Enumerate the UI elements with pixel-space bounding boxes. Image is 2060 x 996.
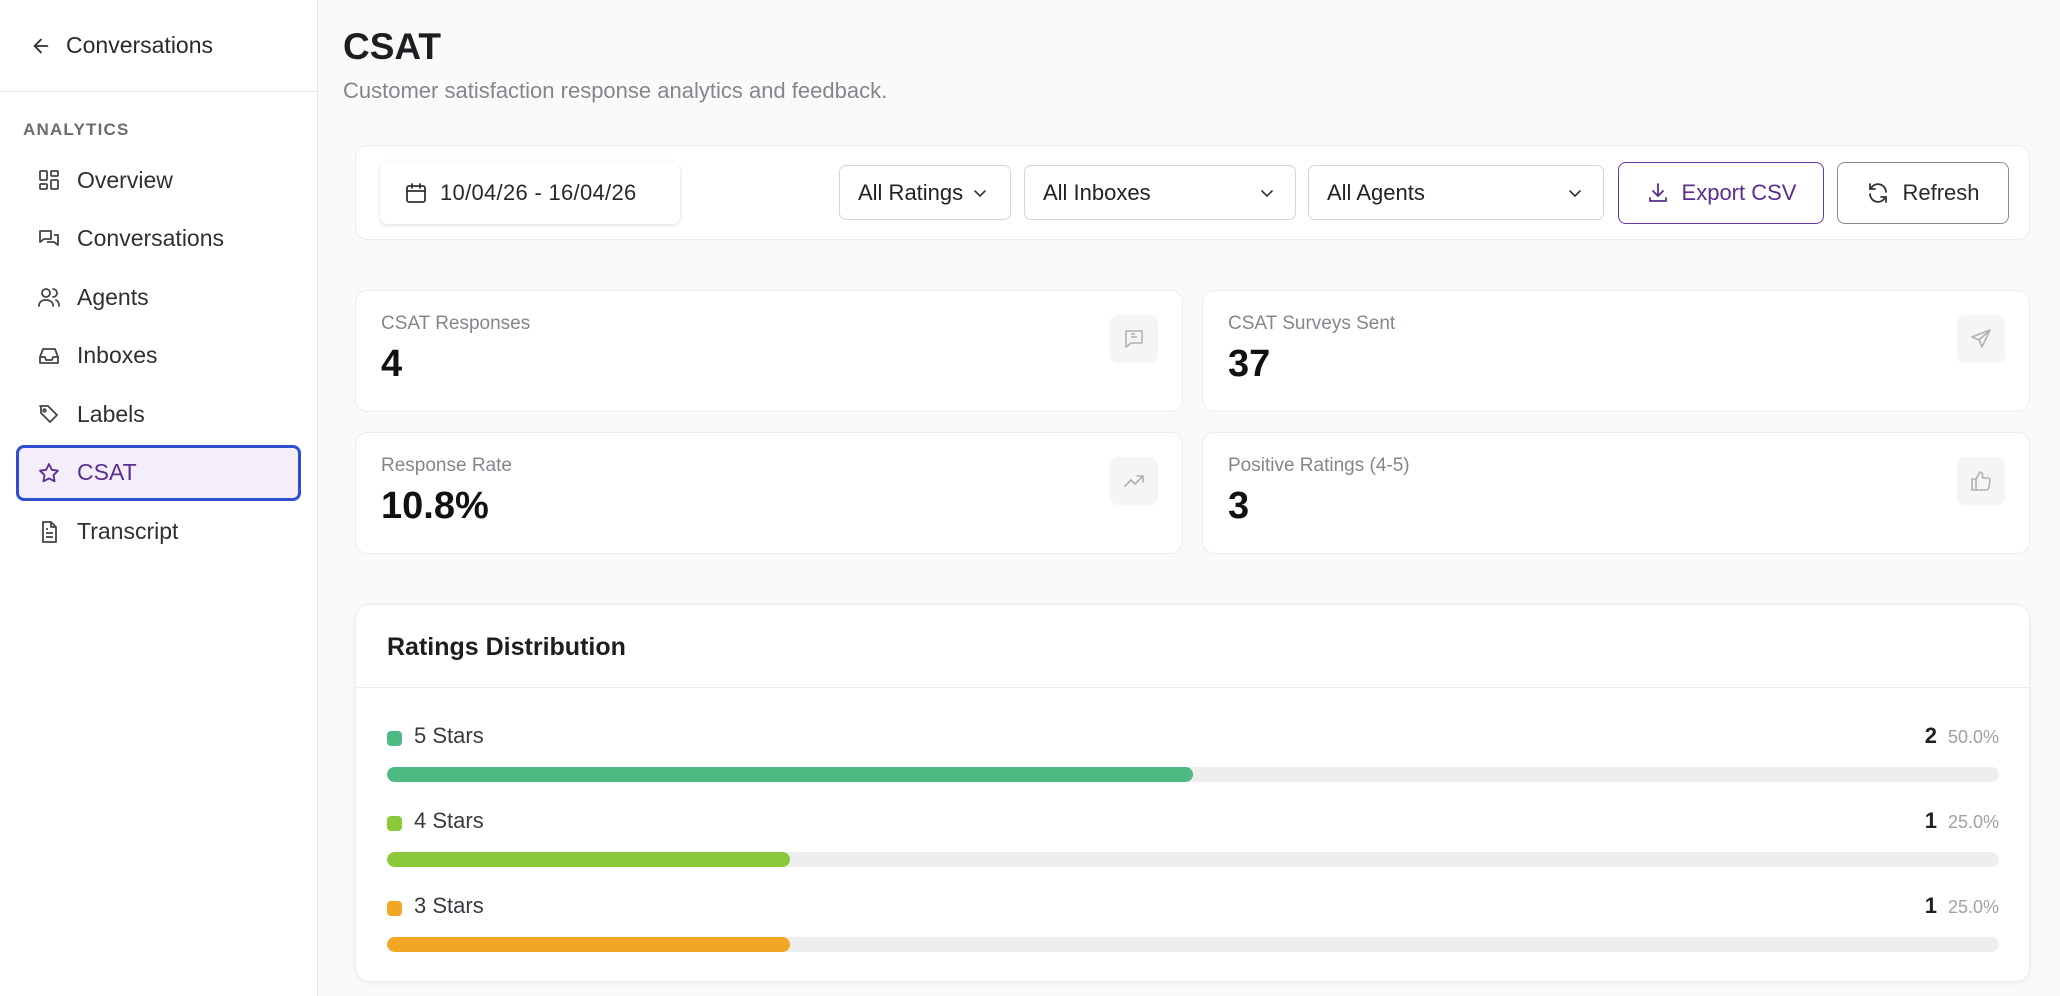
stat-card-csat-responses: CSAT Responses 4 <box>355 290 1183 412</box>
stat-icon-box <box>1957 457 2005 505</box>
agents-select-value: All Agents <box>1327 179 1425 205</box>
stat-value: 3 <box>1228 485 1250 527</box>
sidebar-item-label: CSAT <box>77 459 137 486</box>
sidebar: Conversations ANALYTICS Overview Convers… <box>0 0 318 996</box>
sidebar-item-transcript[interactable]: Transcript <box>16 504 301 560</box>
star-icon <box>39 463 59 483</box>
file-text-icon <box>42 520 57 543</box>
sidebar-item-label: Transcript <box>77 518 179 545</box>
sidebar-item-overview[interactable]: Overview <box>16 152 301 208</box>
rating-count: 1 <box>1924 808 1937 833</box>
sidebar-item-label: Conversations <box>77 225 225 252</box>
thumbs-up-icon <box>1971 471 1991 491</box>
rating-bar-fill <box>387 937 790 952</box>
ratings-distribution-title: Ratings Distribution <box>387 633 626 661</box>
stat-value: 10.8% <box>381 485 489 527</box>
sidebar-nav: Overview Conversations Agents Inboxes La… <box>0 152 317 560</box>
stat-value: 37 <box>1228 343 1271 385</box>
calendar-icon <box>406 183 426 203</box>
stat-card-response-rate: Response Rate 10.8% <box>355 432 1183 554</box>
tag-icon <box>39 405 58 424</box>
stat-label: CSAT Responses <box>381 313 531 334</box>
rating-dot <box>387 901 402 916</box>
inbox-icon <box>39 347 59 364</box>
section-title: ANALYTICS <box>23 120 130 139</box>
export-csv-button[interactable]: Export CSV <box>1618 162 1824 224</box>
rating-row: 5 Stars 2 50.0% <box>387 719 1999 789</box>
rating-label: 4 Stars <box>414 808 484 833</box>
divider <box>356 687 2029 688</box>
sidebar-item-label: Overview <box>77 166 173 193</box>
back-label: Conversations <box>66 32 214 58</box>
refresh-icon <box>1869 183 1888 203</box>
inboxes-select[interactable]: All Inboxes <box>1024 165 1296 220</box>
chat-icon <box>39 229 59 246</box>
sidebar-item-label: Labels <box>77 400 145 427</box>
inboxes-select-value: All Inboxes <box>1043 179 1151 205</box>
stat-icon-box <box>1110 315 1158 363</box>
ratings-distribution-card: Ratings Distribution 5 Stars 2 50.0% 4 S… <box>355 604 2030 982</box>
sidebar-item-labels[interactable]: Labels <box>16 386 301 442</box>
chevron-down-icon <box>974 190 986 198</box>
stat-icon-box <box>1957 315 2005 363</box>
stat-value: 4 <box>381 343 403 385</box>
filter-bar: 10/04/26 - 16/04/26 All Ratings All Inbo… <box>355 145 2030 240</box>
page-subtitle: Customer satisfaction response analytics… <box>343 78 888 103</box>
ratings-select[interactable]: All Ratings <box>839 165 1011 220</box>
date-range-value: 10/04/26 - 16/04/26 <box>440 180 637 205</box>
sidebar-item-agents[interactable]: Agents <box>16 269 301 325</box>
sidebar-item-inboxes[interactable]: Inboxes <box>16 328 301 384</box>
back-to-conversations[interactable]: Conversations <box>0 0 317 92</box>
stat-card-csat-surveys-sent: CSAT Surveys Sent 37 <box>1202 290 2030 412</box>
rating-percent: 50.0% <box>1947 727 1999 747</box>
sidebar-item-label: Agents <box>77 283 149 310</box>
page-title: CSAT <box>343 26 441 67</box>
stat-label: Positive Ratings (4-5) <box>1228 455 1410 476</box>
rating-percent: 25.0% <box>1947 812 1999 832</box>
stat-icon-box <box>1110 457 1158 505</box>
rating-label: 3 Stars <box>414 893 484 918</box>
export-csv-label: Export CSV <box>1681 180 1797 205</box>
refresh-button[interactable]: Refresh <box>1837 162 2009 224</box>
ratings-select-value: All Ratings <box>858 179 964 205</box>
stat-label: CSAT Surveys Sent <box>1228 313 1396 334</box>
rating-percent: 25.0% <box>1947 897 1999 917</box>
users-icon <box>38 288 60 308</box>
rating-bar-fill <box>387 852 790 867</box>
stat-card-positive-ratings: Positive Ratings (4-5) 3 <box>1202 432 2030 554</box>
download-icon <box>1648 183 1667 202</box>
date-range-picker[interactable]: 10/04/26 - 16/04/26 <box>380 162 680 224</box>
refresh-label: Refresh <box>1902 180 1980 205</box>
stat-label: Response Rate <box>381 455 512 476</box>
agents-select[interactable]: All Agents <box>1308 165 1604 220</box>
rating-bar-track <box>387 937 1999 952</box>
rating-bar-track <box>387 852 1999 867</box>
arrow-left-icon <box>33 38 49 53</box>
rating-bar-track <box>387 767 1999 782</box>
rating-label: 5 Stars <box>414 723 484 748</box>
main-content: CSAT Customer satisfaction response anal… <box>319 0 2060 996</box>
rating-count: 1 <box>1924 893 1937 918</box>
rating-dot <box>387 816 402 831</box>
chevron-down-icon <box>1261 190 1273 198</box>
rating-row: 4 Stars 1 25.0% <box>387 804 1999 874</box>
chevron-down-icon <box>1569 190 1581 198</box>
grid-icon <box>39 170 59 190</box>
rating-count: 2 <box>1924 723 1937 748</box>
rating-row: 3 Stars 1 25.0% <box>387 889 1999 959</box>
send-icon <box>1971 329 1991 348</box>
sidebar-item-csat[interactable]: CSAT <box>16 444 301 501</box>
rating-dot <box>387 731 402 746</box>
rating-bar-fill <box>387 767 1193 782</box>
sidebar-item-label: Inboxes <box>77 342 158 369</box>
message-icon <box>1125 330 1143 348</box>
sidebar-item-conversations[interactable]: Conversations <box>16 211 301 267</box>
trending-up-icon <box>1124 475 1144 487</box>
